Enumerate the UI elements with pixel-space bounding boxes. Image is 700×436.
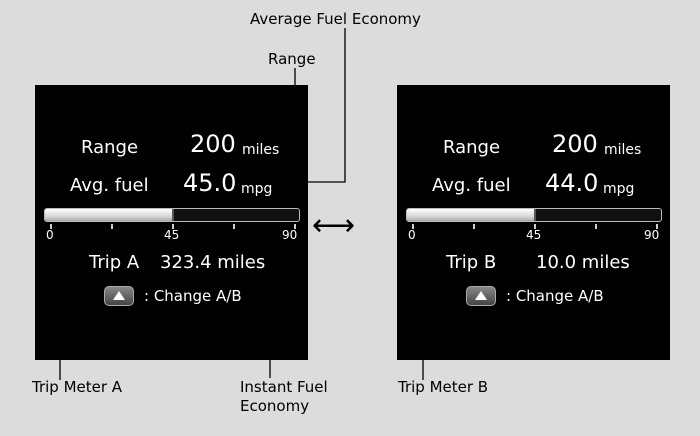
avg-fuel-value: 44.0 [545, 169, 599, 197]
callout-trip-meter-a: Trip Meter A [32, 378, 123, 396]
avg-fuel-label: Avg. fuel [70, 175, 149, 196]
trip-value: 323.4 miles [160, 252, 266, 273]
callout-instant-fuel-line1: Instant Fuel [240, 378, 328, 396]
callout-instant-fuel-line2: Economy [240, 397, 310, 415]
instant-fuel-fill [45, 209, 174, 221]
tick-mark [294, 224, 296, 229]
change-ab-button-icon [466, 286, 496, 306]
callout-range: Range [268, 50, 316, 68]
tick-mark [595, 224, 597, 229]
avg-fuel-value: 45.0 [183, 169, 237, 197]
tick-mark [172, 224, 174, 229]
instant-fuel-fill [407, 209, 536, 221]
change-ab-label: : Change A/B [506, 287, 604, 305]
display-screen-b: Range 200 miles Avg. fuel 44.0 mpg 0 45 … [397, 85, 670, 360]
tick-mark [473, 224, 475, 229]
instant-fuel-bar [44, 208, 300, 222]
avg-fuel-unit: mpg [603, 181, 635, 197]
tick-mark [233, 224, 235, 229]
tick-label-45: 45 [526, 228, 542, 242]
tick-label-90: 90 [644, 228, 660, 242]
range-value: 200 [552, 130, 598, 158]
tick-mark [111, 224, 113, 229]
range-unit: miles [242, 142, 280, 158]
trip-label: Trip A [89, 252, 140, 273]
tick-label-90: 90 [282, 228, 298, 242]
instant-fuel-bar [406, 208, 662, 222]
change-ab-label: : Change A/B [144, 287, 242, 305]
change-ab-button-icon [104, 286, 134, 306]
callout-trip-meter-b: Trip Meter B [398, 378, 489, 396]
tick-mark [656, 224, 658, 229]
range-label: Range [443, 137, 501, 158]
range-unit: miles [604, 142, 642, 158]
range-value: 200 [190, 130, 236, 158]
avg-fuel-label: Avg. fuel [432, 175, 511, 196]
double-arrow-icon: ⟷ [312, 208, 356, 243]
tick-label-0: 0 [408, 228, 416, 242]
avg-fuel-unit: mpg [241, 181, 273, 197]
callout-average-fuel-economy: Average Fuel Economy [250, 10, 421, 28]
tick-mark [534, 224, 536, 229]
tick-label-0: 0 [46, 228, 54, 242]
range-label: Range [81, 137, 139, 158]
trip-label: Trip B [446, 252, 497, 273]
tick-label-45: 45 [164, 228, 180, 242]
trip-value: 10.0 miles [536, 252, 630, 273]
tick-mark [50, 224, 52, 229]
tick-mark [412, 224, 414, 229]
display-screen-a: Range 200 miles Avg. fuel 45.0 mpg 0 45 … [35, 85, 308, 360]
